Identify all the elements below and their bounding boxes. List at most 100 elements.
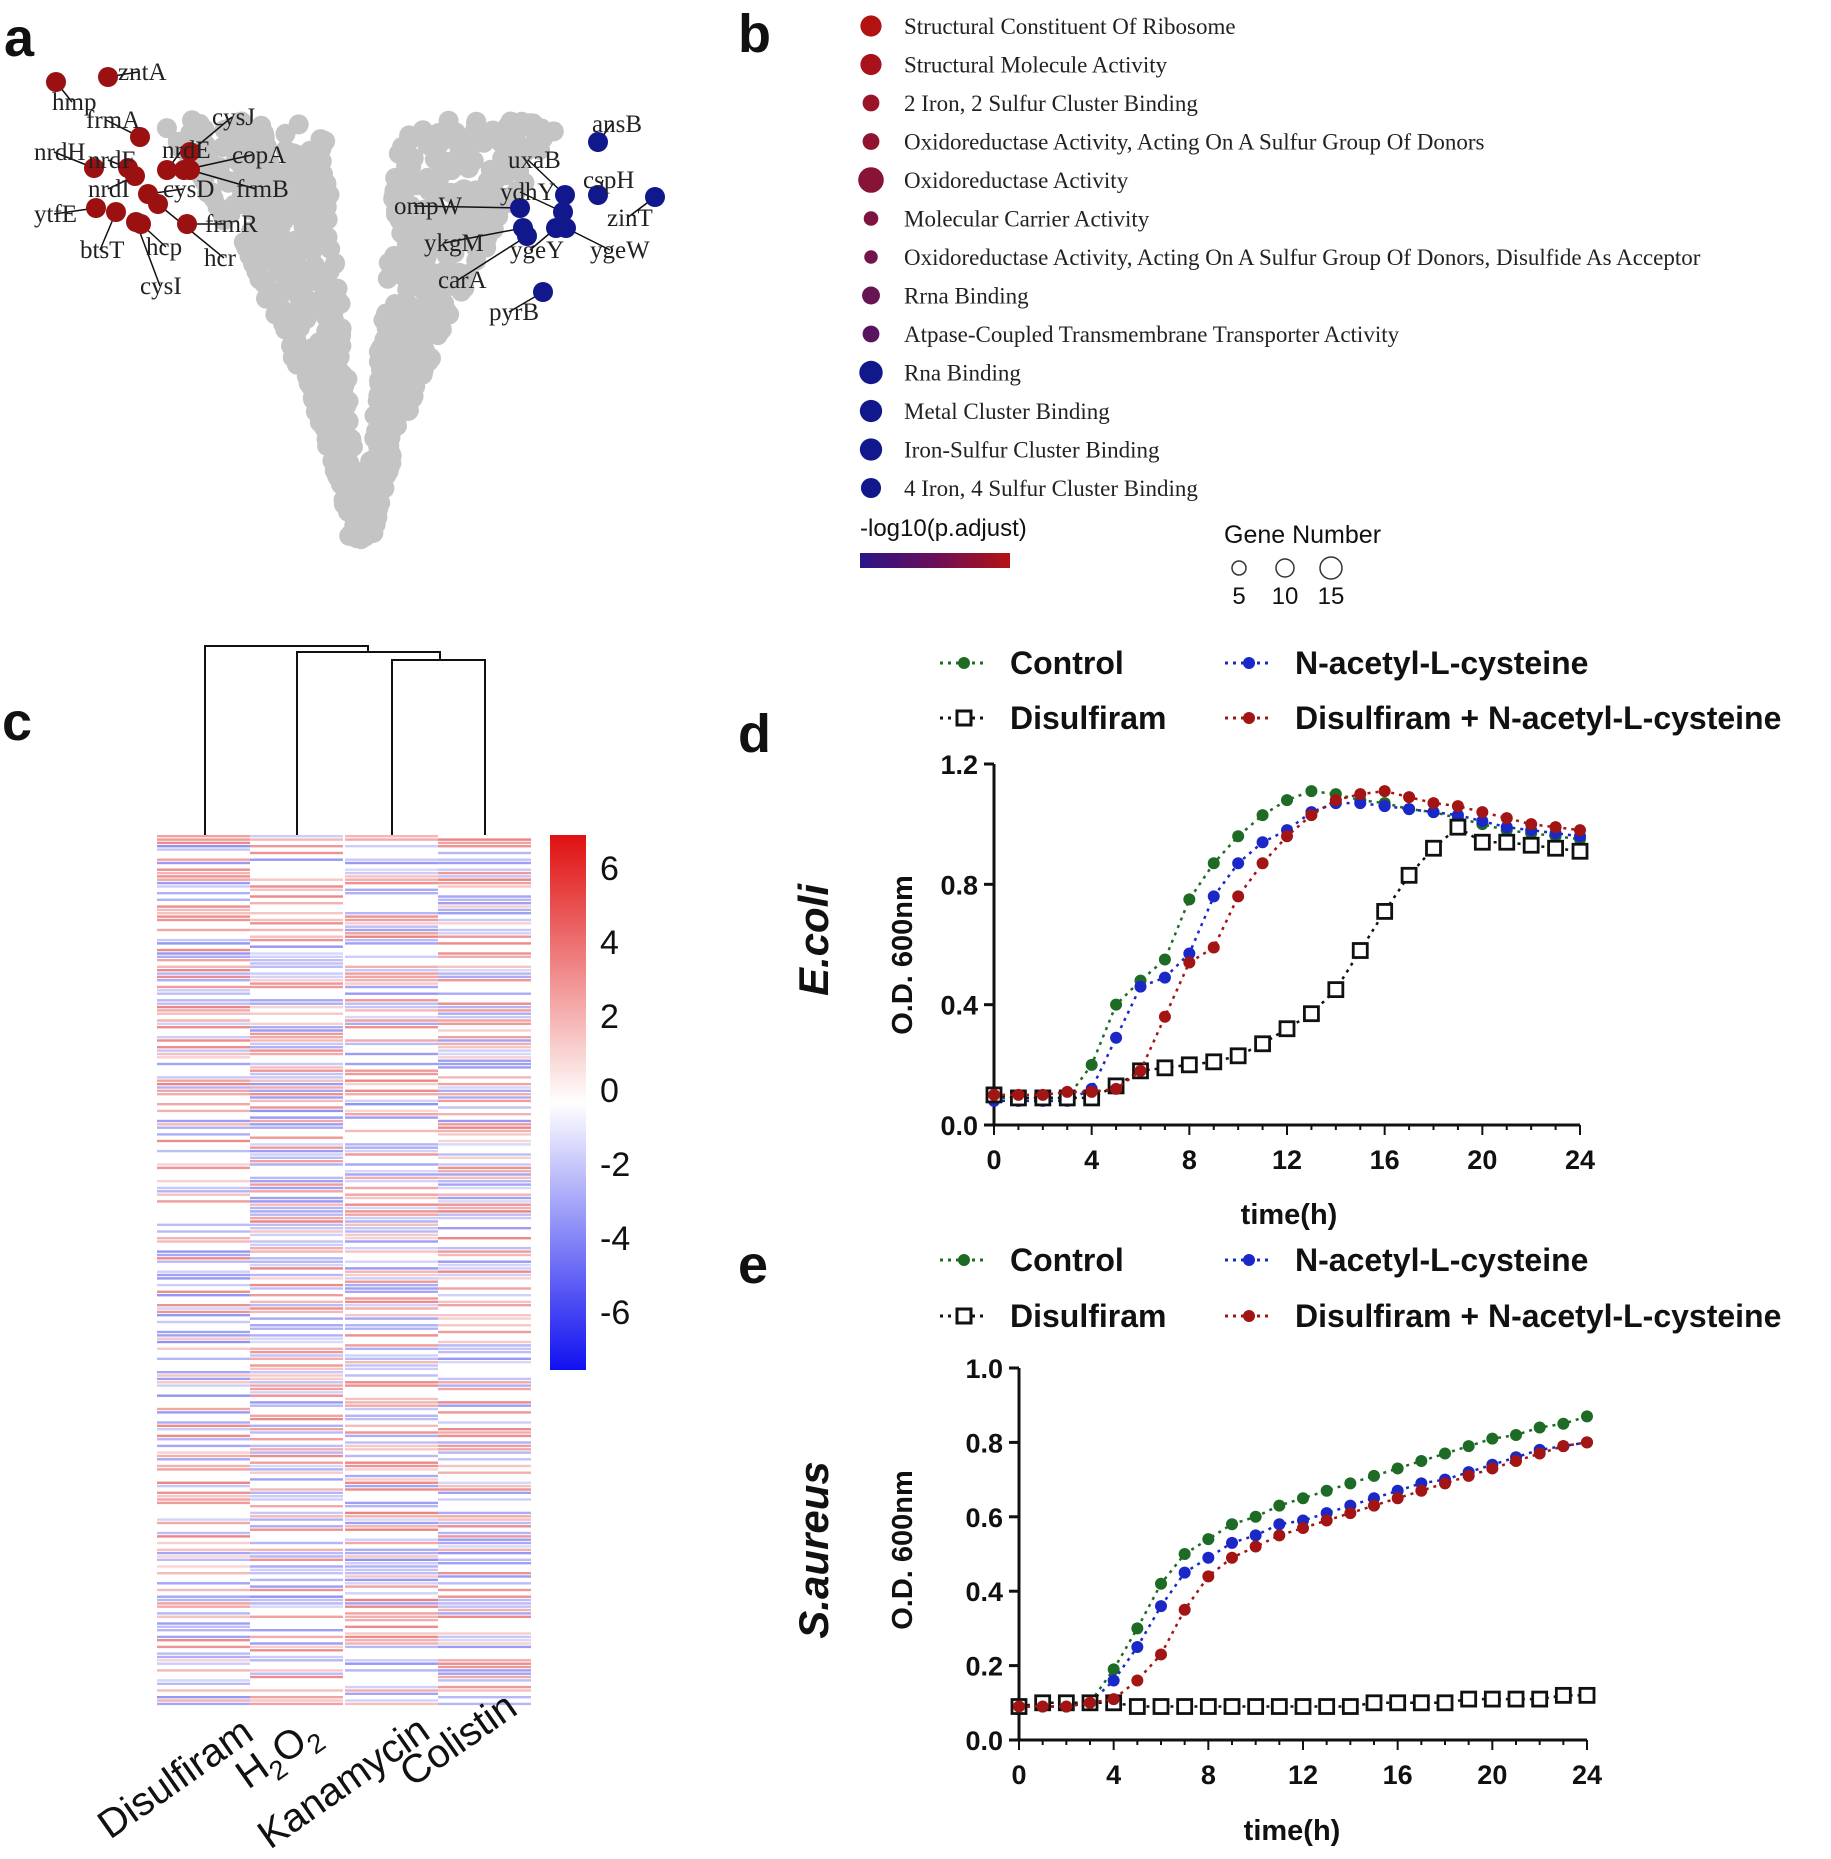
volcano-point <box>283 143 304 164</box>
heatmap-cell <box>345 1153 438 1156</box>
series-line-nac <box>1019 1441 1588 1708</box>
heatmap-cell <box>157 1337 250 1340</box>
go-term-dot <box>859 438 883 461</box>
heatmap-cell <box>157 1629 250 1632</box>
data-point-control <box>1281 794 1293 807</box>
data-point-combo <box>1207 941 1220 954</box>
data-point-disulfiram <box>1303 1005 1320 1023</box>
heatmap-cell <box>157 989 250 992</box>
heatmap-cell <box>438 1029 531 1032</box>
data-point-nac <box>1110 1031 1123 1044</box>
heatmap-cell <box>250 1109 343 1113</box>
heatmap-cell <box>157 1615 250 1618</box>
volcano-point <box>212 205 233 226</box>
data-point-combo <box>1226 1551 1238 1564</box>
data-point-control <box>1110 998 1123 1011</box>
heatmap-cell <box>438 1404 531 1407</box>
heatmap-cell <box>438 1685 531 1689</box>
volcano-down-point <box>517 226 537 246</box>
go-term-label: Rrna Binding <box>904 284 1029 309</box>
x-tick-label: 24 <box>1565 1145 1595 1175</box>
heatmap-cell <box>345 1089 438 1092</box>
volcano-point <box>417 224 438 245</box>
heatmap-cell <box>345 1233 438 1237</box>
heatmap-cell <box>345 915 438 918</box>
data-point-disulfiram <box>1341 1698 1359 1715</box>
heatmap-cell <box>345 1227 438 1230</box>
heatmap-cell <box>345 928 438 932</box>
heatmap-cell <box>345 868 438 871</box>
heatmap-cell <box>345 1173 438 1176</box>
legend-label: Disulfiram <box>1010 1298 1166 1334</box>
data-point-control <box>1158 953 1171 966</box>
heatmap-cell <box>250 1200 343 1203</box>
heatmap-cell <box>250 1143 343 1146</box>
heatmap-cell <box>157 1588 250 1592</box>
data-point-combo <box>1329 794 1342 807</box>
heatmap-cell <box>438 1511 531 1515</box>
heatmap-cell <box>250 938 343 942</box>
gene-label: btsT <box>80 237 124 264</box>
data-point-nac <box>1232 857 1245 870</box>
heatmap-cell <box>345 1022 438 1025</box>
heatmap-cell <box>250 962 343 965</box>
heatmap-cell <box>250 1005 343 1009</box>
heatmap-cell <box>157 1595 250 1598</box>
data-point-disulfiram <box>1278 1020 1296 1038</box>
legend-marker <box>1243 1310 1255 1322</box>
heatmap-cell <box>438 1615 531 1618</box>
heatmap-cell <box>345 1015 438 1019</box>
data-point-combo <box>1013 1700 1025 1713</box>
gene-label: ompW <box>394 193 462 220</box>
heatmap-cell <box>345 1334 438 1337</box>
heatmap-cell <box>250 1304 343 1307</box>
heatmap-cell <box>345 912 438 915</box>
data-point-combo <box>1581 1436 1593 1449</box>
heatmap-cell <box>438 965 531 968</box>
heatmap-cell <box>438 1515 531 1518</box>
heatmap-cell <box>157 1669 250 1672</box>
data-point-control <box>1533 1421 1546 1434</box>
heatmap-cell <box>345 1354 438 1357</box>
heatmap-panel: 6 4 2 0 -2 -4 -6 Disulfiram H2O2 Kanamycin Col… <box>90 645 630 1857</box>
heatmap-cell <box>157 1558 250 1561</box>
heatmap-cell <box>438 1196 531 1200</box>
heatmap-cell <box>157 1689 250 1692</box>
data-point-control <box>1557 1417 1570 1430</box>
heatmap-cell <box>345 1180 438 1183</box>
data-point-nac <box>1107 1674 1120 1687</box>
ecoli-growth-panel: Control N-acetyl-L-cysteine Disulfiram Disu… <box>790 645 1781 1231</box>
heatmap-cell <box>438 1176 531 1180</box>
volcano-point <box>195 134 216 155</box>
volcano-point <box>441 160 462 181</box>
heatmap-cell <box>250 1371 343 1374</box>
heatmap-cell <box>438 1052 531 1056</box>
volcano-up-point <box>84 158 104 178</box>
heatmap-cell <box>250 1374 343 1377</box>
heatmap-cell <box>345 1578 438 1582</box>
heatmap-cell <box>345 1642 438 1645</box>
colorbar-tick-label: 2 <box>600 998 619 1036</box>
heatmap-cell <box>250 1505 343 1508</box>
heatmap-cell <box>438 1260 531 1263</box>
heatmap-cell <box>157 1652 250 1655</box>
heatmap-cell <box>438 1059 531 1062</box>
heatmap-cell <box>438 1263 531 1267</box>
heatmap-cell <box>157 1149 250 1153</box>
heatmap-cell <box>438 1642 531 1645</box>
heatmap-cell <box>250 878 343 881</box>
size-legend-circle-15 <box>1319 556 1343 580</box>
heatmap-cell <box>438 1444 531 1448</box>
volcano-point <box>247 254 268 275</box>
volcano-point <box>320 238 341 259</box>
heatmap-cell <box>438 1123 531 1126</box>
volcano-point <box>250 213 270 234</box>
heatmap-cell <box>250 1511 343 1515</box>
heatmap-cell <box>250 1126 343 1129</box>
heatmap-cell <box>438 1042 531 1046</box>
heatmap-cell <box>345 1662 438 1665</box>
heatmap-cell <box>438 1036 531 1039</box>
gene-label: zntA <box>118 59 167 86</box>
data-point-combo <box>1085 1085 1098 1098</box>
gene-label: carA <box>438 267 487 294</box>
